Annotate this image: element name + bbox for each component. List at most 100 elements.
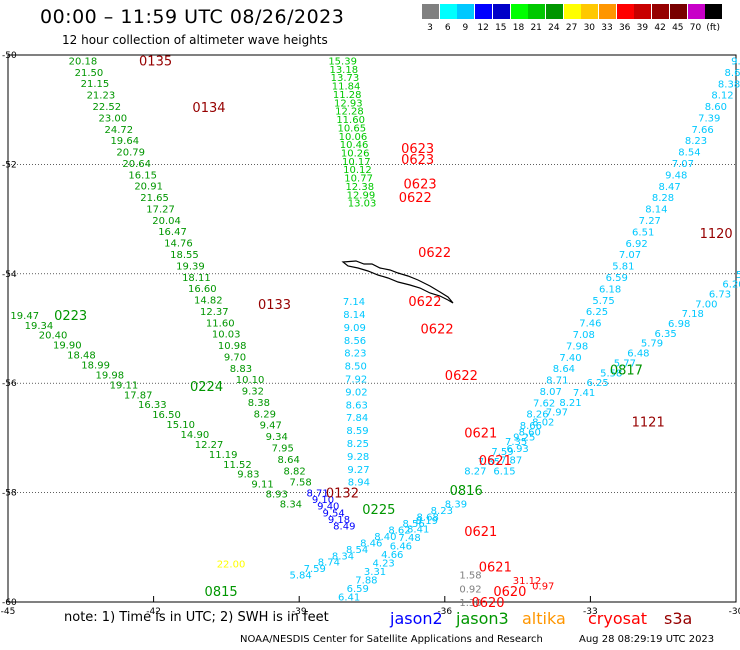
wave-height-value: 13.73	[331, 73, 360, 84]
pass-time-label: 0134	[192, 101, 225, 116]
pass-time-label: 0621	[479, 454, 512, 469]
colorbar-swatch	[563, 4, 581, 19]
wave-height-value: 13.03	[348, 199, 377, 210]
wave-height-value: 8.64	[553, 364, 575, 375]
wave-height-value: 9.32	[242, 387, 264, 398]
wave-height-value: 6.48	[627, 349, 649, 360]
wave-height-value: 8.29	[254, 409, 276, 420]
wave-height-value: 7.08	[573, 330, 595, 341]
colorbar-label: 18	[512, 23, 525, 33]
colorbar-swatch	[528, 4, 546, 19]
wave-height-value: 10.03	[212, 330, 241, 341]
wave-height-value: 7.18	[682, 309, 704, 320]
pass-time-label: 0817	[610, 364, 643, 379]
wave-height-value: 18.48	[67, 351, 96, 362]
colorbar-label: (ft)	[706, 23, 720, 33]
wave-height-value: 8.14	[645, 205, 667, 216]
wave-height-tracks: 20.1821.5021.1521.2322.5223.0024.7219.64…	[10, 56, 740, 609]
wave-height-value: 6.41	[338, 593, 360, 604]
wave-height-value: 9.27	[347, 465, 369, 476]
pass-time-label: 0133	[258, 298, 291, 313]
wave-height-value: 7.40	[559, 353, 581, 364]
wave-height-value: 12.37	[200, 307, 229, 318]
wave-height-value: 10.77	[344, 174, 373, 185]
wave-height-value: 8.07	[540, 387, 562, 398]
wave-height-value: 8.62	[725, 68, 740, 79]
wave-height-value: 8.74	[318, 558, 340, 569]
wave-height-value: 21.23	[87, 91, 116, 102]
wave-height-value: 6.25	[587, 378, 609, 389]
wave-height-value: 1.58	[459, 571, 481, 582]
wave-height-value: 4.23	[373, 558, 395, 569]
wave-height-value: 8.68	[417, 512, 439, 523]
wave-height-value: 10.26	[341, 148, 370, 159]
wave-height-value: 8.14	[343, 310, 365, 321]
wave-height-value: 8.62	[388, 525, 410, 536]
wave-height-value: 6.59	[347, 584, 369, 595]
lon-label: -33	[583, 607, 598, 617]
wave-height-value: 19.90	[53, 341, 82, 352]
colorbar-swatch	[545, 4, 563, 19]
wave-height-value: 18.99	[81, 360, 110, 371]
wave-height-value: 19.64	[110, 136, 139, 147]
wave-height-value: 8.60	[705, 102, 727, 113]
wave-height-value: 12.27	[195, 440, 224, 451]
wave-height-value: 7.85	[478, 457, 500, 468]
pass-time-label: 0621	[479, 560, 512, 575]
wave-height-value: 8.28	[652, 193, 674, 204]
satellite-s3a: s3a	[664, 609, 693, 628]
wave-height-value: 11.19	[209, 450, 238, 461]
wave-height-value: 15.39	[328, 56, 357, 67]
wave-height-value: 20.91	[134, 182, 163, 193]
lat-label: -54	[2, 270, 17, 280]
pass-time-label: 0816	[450, 484, 483, 499]
wave-height-value: 8.60	[519, 427, 541, 438]
wave-height-value: 6.35	[654, 329, 676, 340]
wave-height-value: 9.54	[322, 508, 344, 519]
wave-height-value: 0.97	[532, 582, 554, 593]
pass-time-label: 0622	[408, 295, 441, 310]
wave-height-value: 8.19	[416, 516, 438, 527]
pass-time-label: 0815	[205, 585, 238, 600]
wave-height-value: 19.39	[176, 261, 205, 272]
colorbar-label: 42	[654, 23, 666, 33]
wave-height-value: 7.14	[343, 297, 365, 308]
wave-height-value: 6.93	[507, 444, 529, 455]
footer-timestamp: Aug 28 08:29:19 UTC 2023	[579, 634, 715, 645]
wave-height-value: 11.28	[333, 90, 362, 101]
wave-height-value: 19.47	[10, 311, 39, 322]
wave-height-value: 8.56	[344, 336, 366, 347]
wave-height-value: 8.94	[348, 478, 370, 489]
wave-height-value: 9.09	[344, 323, 366, 334]
colorbar-label: 6	[444, 23, 451, 33]
wave-height-value: 7.00	[695, 299, 717, 310]
wave-height-value: 7.07	[672, 159, 694, 170]
wave-height-value: 17.27	[146, 204, 175, 215]
wave-height-value: 22.52	[93, 102, 122, 113]
wave-height-value: 16.15	[128, 170, 157, 181]
wave-height-value: 9.02	[345, 387, 367, 398]
colorbar-label: 45	[672, 23, 684, 33]
wave-height-value: 7.62	[533, 398, 555, 409]
wave-height-value: 8.82	[284, 466, 306, 477]
wave-height-value: 31.12	[513, 576, 542, 587]
wave-height-value: 8.66	[520, 421, 542, 432]
wave-height-value: 6.73	[709, 289, 731, 300]
wave-height-value: 8.83	[230, 364, 252, 375]
colorbar-swatch	[705, 4, 723, 19]
wave-height-value: 5.77	[614, 358, 636, 369]
wave-height-value: 8.21	[559, 398, 581, 409]
wave-height-value: 7.46	[579, 319, 601, 330]
colorbar-swatch	[422, 4, 439, 19]
colorbar-swatch	[634, 4, 652, 19]
wave-height-value: 6.15	[493, 467, 515, 478]
colorbar-swatch	[510, 4, 528, 19]
lat-label: -58	[2, 489, 17, 499]
wave-height-value: 9.18	[328, 515, 350, 526]
wave-height-value: 7.97	[546, 408, 568, 419]
lon-label: -36	[437, 607, 452, 617]
wave-height-value: 16.47	[158, 227, 187, 238]
pass-time-label: 0621	[464, 525, 497, 540]
wave-height-value: 7.66	[692, 125, 714, 136]
